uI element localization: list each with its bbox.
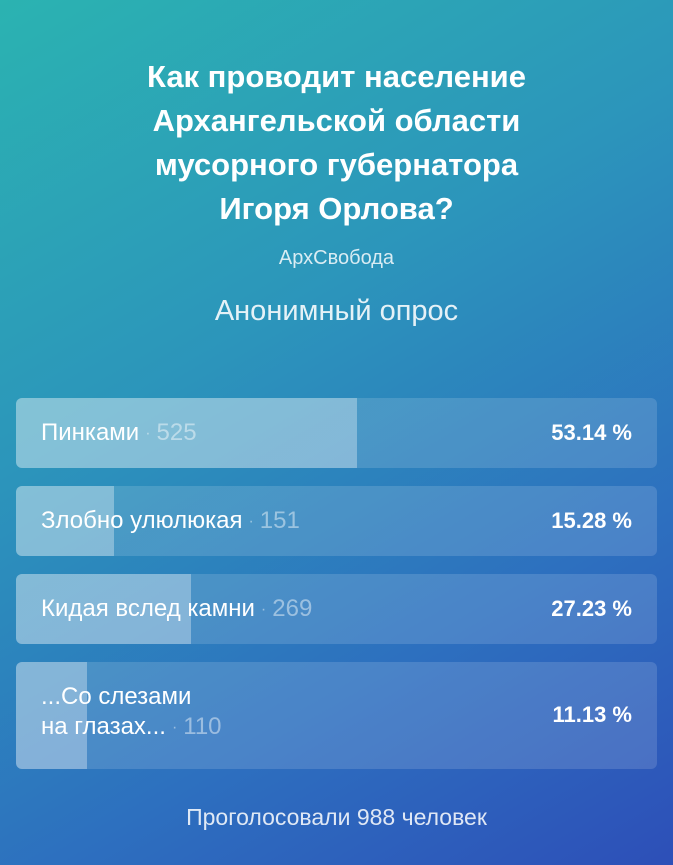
poll-option-label-row: ...Со слезами на глазах... · 110 <box>41 682 222 743</box>
poll-source[interactable]: АрхСвобода <box>278 247 395 269</box>
poll-option-label-line: на глазах... <box>41 713 166 740</box>
poll-question-line: Как проводит население <box>147 59 526 94</box>
poll-option-label-row: Пинками · 525 <box>41 418 197 449</box>
poll-option-4[interactable]: ...Со слезами на глазах... · 110 11.13 % <box>16 662 657 769</box>
poll-option-label: Злобно улюлюкая <box>41 507 243 534</box>
poll-option-3[interactable]: Кидая вслед камни · 269 27.23 % <box>16 574 657 644</box>
separator-dot: · <box>145 424 151 442</box>
poll-option-count: 151 <box>259 507 300 534</box>
poll-question-line: мусорного губернатора <box>154 147 519 182</box>
poll-option-count: 269 <box>272 595 313 622</box>
poll-option-percent: 15.28 % <box>551 508 632 533</box>
poll-option-percent: 11.13 % <box>552 702 632 727</box>
poll-option-label: Пинками <box>41 419 140 446</box>
poll-option-label: Кидая вслед камни <box>41 595 255 622</box>
poll-question: Как проводит население Архангельской обл… <box>40 55 633 231</box>
poll-option-bar <box>16 574 191 644</box>
poll-option-label-row: Кидая вслед камни · 269 <box>41 594 312 625</box>
poll-question-line: Игоря Орлова? <box>219 191 454 226</box>
poll-type: Анонимный опрос <box>214 295 459 327</box>
poll-option-bar <box>16 398 357 468</box>
separator-dot: · <box>171 718 178 736</box>
poll-option-bar <box>16 486 114 556</box>
poll-option-count: 110 <box>183 713 222 740</box>
poll-option-label-row: Злобно улюлюкая · 151 <box>41 506 300 537</box>
separator-dot: · <box>248 512 254 530</box>
poll-option-bar <box>16 662 88 769</box>
poll-total-votes[interactable]: Проголосовали 988 человек <box>186 804 487 830</box>
poll-question-line: Архангельской области <box>152 103 521 138</box>
poll-option-1[interactable]: Пинками · 525 53.14 % <box>16 398 657 468</box>
poll-option-percent: 53.14 % <box>551 420 632 445</box>
poll-option-count: 525 <box>156 419 197 446</box>
separator-dot: · <box>260 600 267 618</box>
poll-option-label-line: ...Со слезами <box>41 683 192 710</box>
poll-option-percent: 27.23 % <box>551 596 632 621</box>
poll-option-2[interactable]: Злобно улюлюкая · 151 15.28 % <box>16 486 657 556</box>
